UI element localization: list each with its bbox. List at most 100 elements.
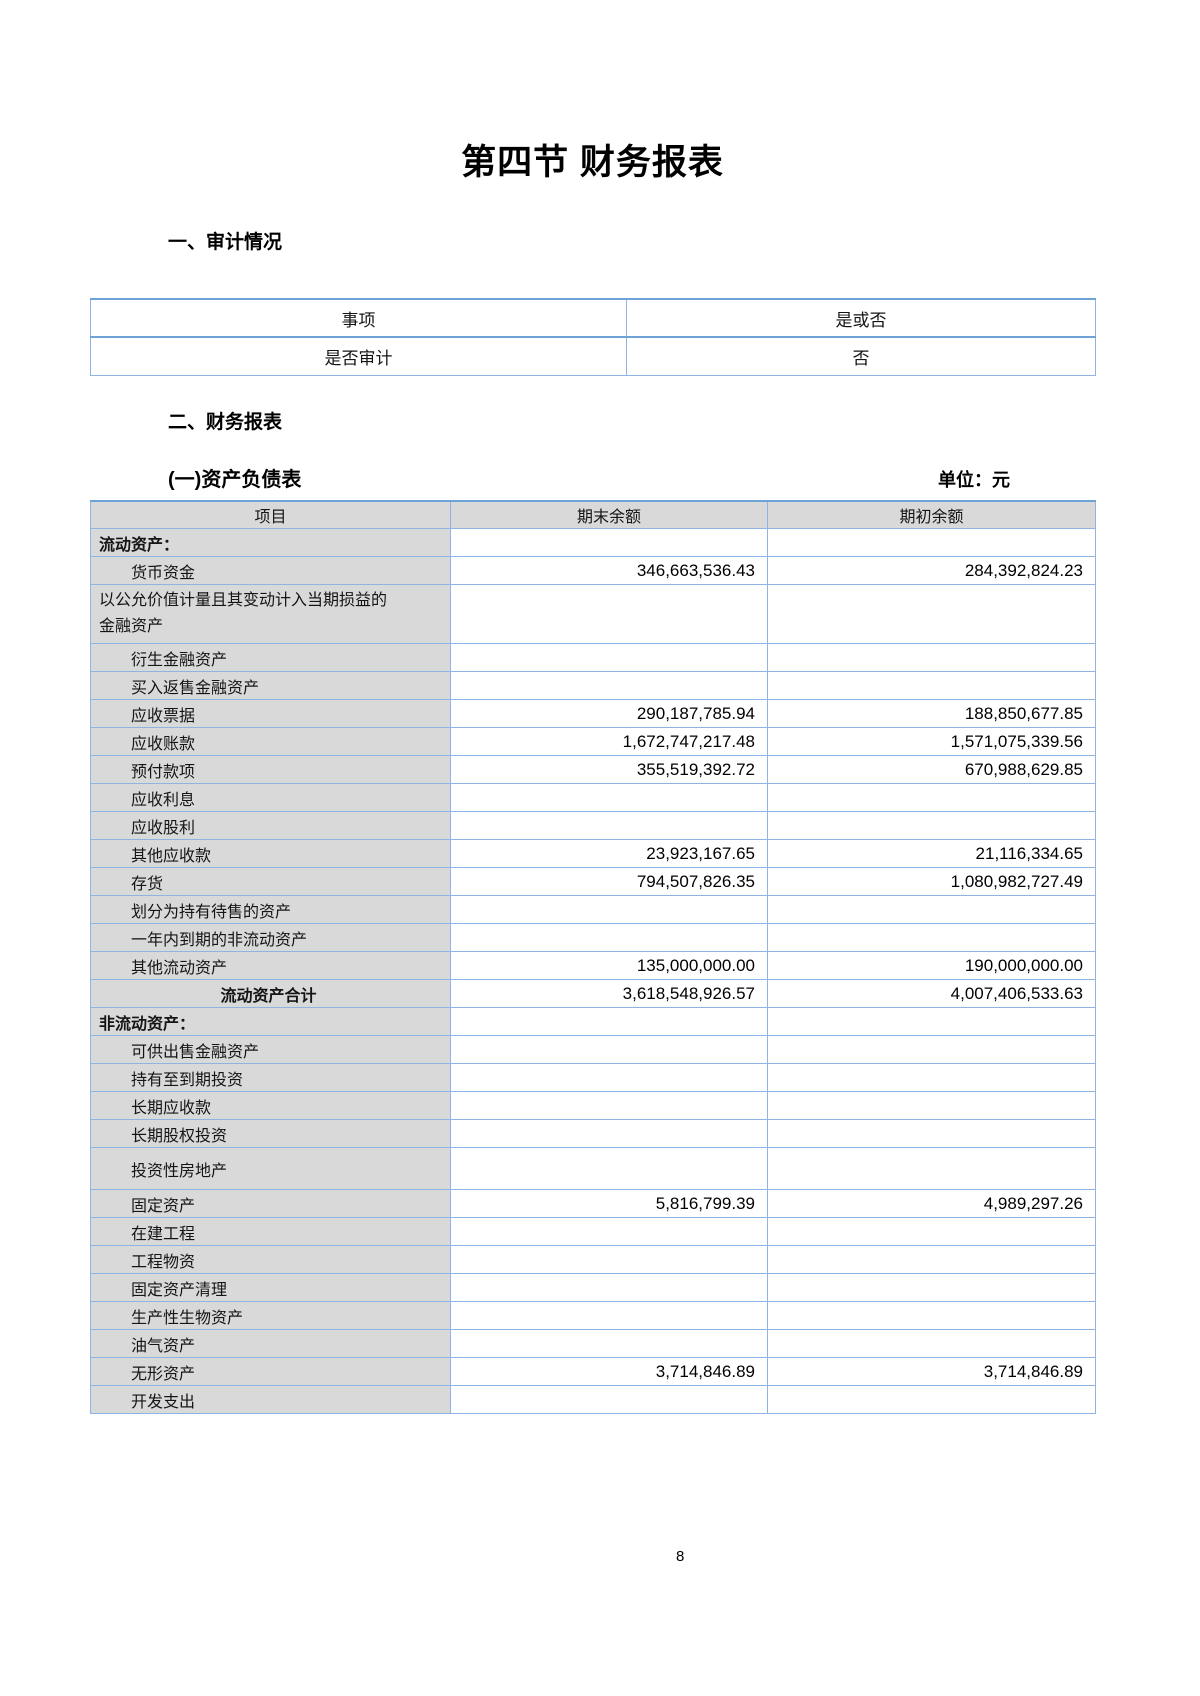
table-row: 存货 794,507,826.35 1,080,982,727.49 <box>90 867 1096 896</box>
row-label-cell: 存货 <box>90 867 451 896</box>
table-row: 投资性房地产 <box>90 1147 1096 1190</box>
column-header-item: 项目 <box>90 500 451 529</box>
ending-balance-cell <box>450 923 768 952</box>
beginning-balance-cell: 1,571,075,339.56 <box>767 727 1096 756</box>
beginning-balance-cell: 3,714,846.89 <box>767 1357 1096 1386</box>
beginning-balance-cell <box>767 1245 1096 1274</box>
table-row: 应收票据 290,187,785.94 188,850,677.85 <box>90 699 1096 728</box>
table-row: 生产性生物资产 <box>90 1301 1096 1330</box>
row-label-cell: 流动资产合计 <box>90 979 451 1008</box>
beginning-balance-cell <box>767 1147 1096 1190</box>
row-label-cell: 流动资产： <box>90 528 451 557</box>
ending-balance-cell: 355,519,392.72 <box>450 755 768 784</box>
row-label-cell: 无形资产 <box>90 1357 451 1386</box>
beginning-balance-cell <box>767 895 1096 924</box>
ending-balance-cell <box>450 1091 768 1120</box>
beginning-balance-cell <box>767 584 1096 644</box>
table-row: 是否审计 否 <box>90 336 1096 376</box>
beginning-balance-cell: 1,080,982,727.49 <box>767 867 1096 896</box>
ending-balance-cell <box>450 1385 768 1414</box>
beginning-balance-cell <box>767 783 1096 812</box>
table-row: 其他应收款 23,923,167.65 21,116,334.65 <box>90 839 1096 868</box>
ending-balance-cell <box>450 671 768 700</box>
row-label-cell: 固定资产清理 <box>90 1273 451 1302</box>
table-row: 非流动资产： <box>90 1007 1096 1036</box>
ending-balance-cell <box>450 643 768 672</box>
ending-balance-cell: 794,507,826.35 <box>450 867 768 896</box>
ending-balance-cell: 135,000,000.00 <box>450 951 768 980</box>
row-label-cell: 一年内到期的非流动资产 <box>90 923 451 952</box>
audit-table: 事项 是或否 是否审计 否 <box>90 298 1096 376</box>
beginning-balance-cell: 190,000,000.00 <box>767 951 1096 980</box>
ending-balance-cell <box>450 1217 768 1246</box>
ending-balance-cell <box>450 1035 768 1064</box>
balance-sheet-caption-row: (一)资产负债表 单位：元 <box>90 468 1095 492</box>
audit-header-yesno: 是或否 <box>626 298 1096 338</box>
ending-balance-cell <box>450 783 768 812</box>
row-label-cell: 固定资产 <box>90 1189 451 1218</box>
ending-balance-cell <box>450 1147 768 1190</box>
table-row: 一年内到期的非流动资产 <box>90 923 1096 952</box>
row-label-cell: 以公允价值计量且其变动计入当期损益的金融资产 <box>90 584 451 644</box>
row-label-cell: 长期股权投资 <box>90 1119 451 1148</box>
row-label-cell: 油气资产 <box>90 1329 451 1358</box>
beginning-balance-cell <box>767 811 1096 840</box>
beginning-balance-cell: 4,989,297.26 <box>767 1189 1096 1218</box>
table-row: 预付款项 355,519,392.72 670,988,629.85 <box>90 755 1096 784</box>
audit-row-item: 是否审计 <box>90 336 627 376</box>
ending-balance-cell <box>450 1063 768 1092</box>
table-row: 应收利息 <box>90 783 1096 812</box>
table-row: 固定资产清理 <box>90 1273 1096 1302</box>
table-row: 在建工程 <box>90 1217 1096 1246</box>
table-row: 可供出售金融资产 <box>90 1035 1096 1064</box>
row-label-cell: 买入返售金融资产 <box>90 671 451 700</box>
audit-header-item: 事项 <box>90 298 627 338</box>
beginning-balance-cell: 670,988,629.85 <box>767 755 1096 784</box>
beginning-balance-cell <box>767 1385 1096 1414</box>
beginning-balance-cell <box>767 1329 1096 1358</box>
ending-balance-cell: 290,187,785.94 <box>450 699 768 728</box>
table-row: 长期应收款 <box>90 1091 1096 1120</box>
unit-label: 单位：元 <box>938 469 1010 490</box>
beginning-balance-cell: 4,007,406,533.63 <box>767 979 1096 1008</box>
beginning-balance-cell <box>767 528 1096 557</box>
balance-sheet-header-row: 项目 期末余额 期初余额 <box>90 500 1096 529</box>
row-label-cell: 应收票据 <box>90 699 451 728</box>
row-label-cell: 划分为持有待售的资产 <box>90 895 451 924</box>
table-row: 流动资产合计 3,618,548,926.57 4,007,406,533.63 <box>90 979 1096 1008</box>
table-row: 工程物资 <box>90 1245 1096 1274</box>
beginning-balance-cell <box>767 923 1096 952</box>
table-row: 应收账款 1,672,747,217.48 1,571,075,339.56 <box>90 727 1096 756</box>
beginning-balance-cell <box>767 1063 1096 1092</box>
ending-balance-cell: 1,672,747,217.48 <box>450 727 768 756</box>
column-header-beginning-balance: 期初余额 <box>767 500 1096 529</box>
audit-table-header-row: 事项 是或否 <box>90 298 1096 338</box>
table-row: 以公允价值计量且其变动计入当期损益的金融资产 <box>90 584 1096 644</box>
ending-balance-cell <box>450 1119 768 1148</box>
table-row: 划分为持有待售的资产 <box>90 895 1096 924</box>
beginning-balance-cell <box>767 1217 1096 1246</box>
column-header-ending-balance: 期末余额 <box>450 500 768 529</box>
ending-balance-cell <box>450 1273 768 1302</box>
beginning-balance-cell <box>767 1035 1096 1064</box>
row-label-cell: 持有至到期投资 <box>90 1063 451 1092</box>
ending-balance-cell <box>450 1329 768 1358</box>
ending-balance-cell: 3,714,846.89 <box>450 1357 768 1386</box>
ending-balance-cell: 346,663,536.43 <box>450 556 768 585</box>
beginning-balance-cell <box>767 1119 1096 1148</box>
ending-balance-cell <box>450 1245 768 1274</box>
ending-balance-cell <box>450 1007 768 1036</box>
beginning-balance-cell: 284,392,824.23 <box>767 556 1096 585</box>
row-label-cell: 可供出售金融资产 <box>90 1035 451 1064</box>
table-row: 长期股权投资 <box>90 1119 1096 1148</box>
ending-balance-cell <box>450 895 768 924</box>
row-label-cell: 工程物资 <box>90 1245 451 1274</box>
table-row: 油气资产 <box>90 1329 1096 1358</box>
ending-balance-cell: 3,618,548,926.57 <box>450 979 768 1008</box>
ending-balance-cell <box>450 584 768 644</box>
beginning-balance-cell <box>767 1301 1096 1330</box>
beginning-balance-cell <box>767 671 1096 700</box>
table-row: 衍生金融资产 <box>90 643 1096 672</box>
row-label-cell: 非流动资产： <box>90 1007 451 1036</box>
